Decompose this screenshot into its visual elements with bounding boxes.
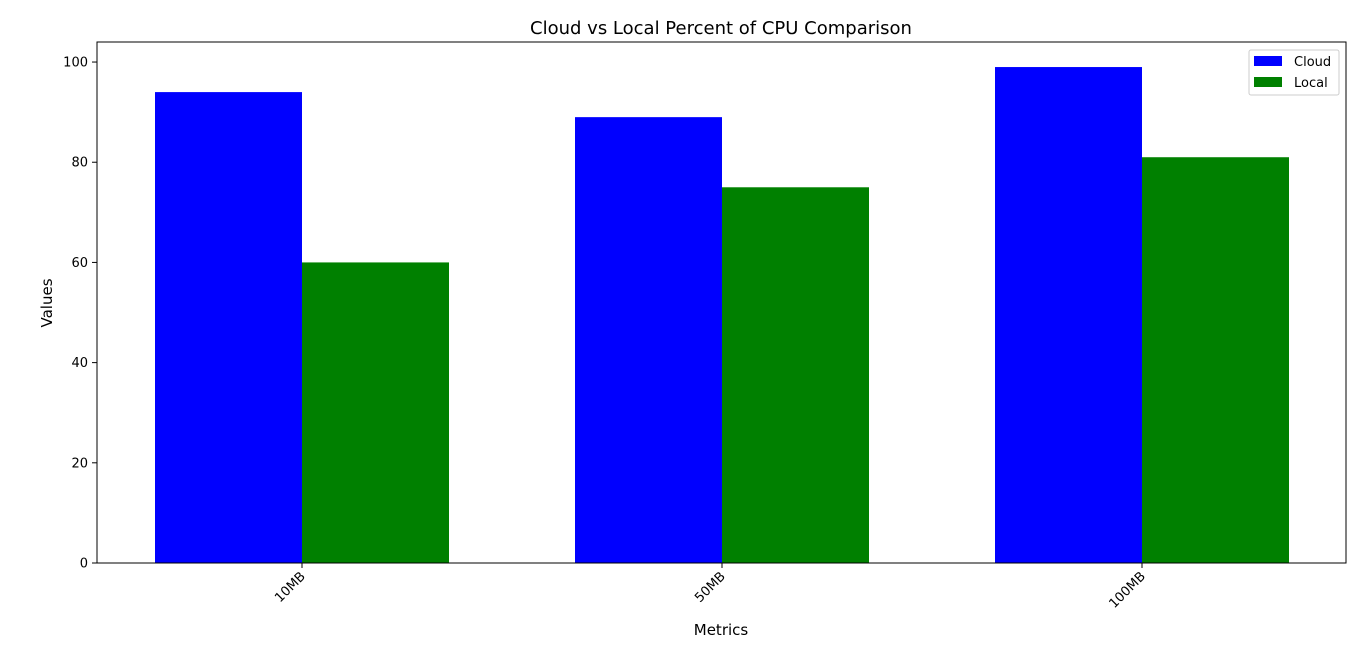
bar-cloud-10mb: [155, 92, 302, 563]
y-tick-label: 0: [80, 557, 88, 572]
legend-label-cloud: Cloud: [1294, 55, 1331, 70]
plot-area: [155, 67, 1289, 564]
legend-label-local: Local: [1294, 76, 1328, 91]
bar-cloud-100mb: [995, 67, 1142, 563]
x-axis: 10MB 50MB 100MB: [272, 563, 1149, 612]
y-axis: 0 20 40 60 80 100: [63, 56, 97, 572]
bar-local-50mb: [722, 187, 869, 563]
x-tick-label: 10MB: [272, 569, 309, 606]
legend-swatch-local: [1254, 77, 1282, 87]
bar-cloud-50mb: [575, 117, 722, 564]
x-tick-label: 50MB: [692, 569, 729, 606]
legend-swatch-cloud: [1254, 56, 1282, 66]
y-tick-label: 100: [63, 56, 88, 71]
y-tick-label: 60: [71, 256, 88, 271]
y-tick-label: 20: [71, 456, 88, 471]
y-tick-label: 80: [71, 156, 88, 171]
legend: Cloud Local: [1248, 49, 1340, 96]
x-axis-label: Metrics: [694, 621, 749, 639]
bar-local-100mb: [1142, 157, 1289, 563]
y-axis-label: Values: [38, 278, 56, 327]
chart-title: Cloud vs Local Percent of CPU Comparison: [530, 18, 912, 39]
x-tick-label: 100MB: [1106, 569, 1148, 611]
y-tick-label: 40: [71, 356, 88, 371]
bar-local-10mb: [302, 262, 449, 563]
